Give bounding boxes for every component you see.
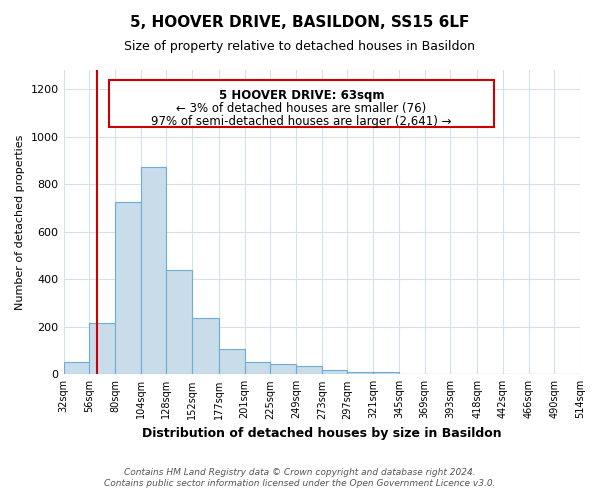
Bar	[166, 270, 192, 374]
Text: 5 HOOVER DRIVE: 63sqm: 5 HOOVER DRIVE: 63sqm	[218, 90, 384, 102]
Text: ← 3% of detached houses are smaller (76): ← 3% of detached houses are smaller (76)	[176, 102, 427, 115]
Bar	[219, 350, 245, 374]
Bar	[347, 372, 373, 374]
FancyBboxPatch shape	[109, 80, 494, 127]
Bar	[322, 370, 347, 374]
Bar	[115, 202, 140, 374]
Text: Contains HM Land Registry data © Crown copyright and database right 2024.
Contai: Contains HM Land Registry data © Crown c…	[104, 468, 496, 487]
Text: Size of property relative to detached houses in Basildon: Size of property relative to detached ho…	[125, 40, 476, 53]
Text: 5, HOOVER DRIVE, BASILDON, SS15 6LF: 5, HOOVER DRIVE, BASILDON, SS15 6LF	[130, 15, 470, 30]
Bar	[271, 364, 296, 374]
Text: 97% of semi-detached houses are larger (2,641) →: 97% of semi-detached houses are larger (…	[151, 114, 452, 128]
Bar	[245, 362, 271, 374]
Bar	[140, 168, 166, 374]
Y-axis label: Number of detached properties: Number of detached properties	[15, 134, 25, 310]
X-axis label: Distribution of detached houses by size in Basildon: Distribution of detached houses by size …	[142, 427, 502, 440]
Bar	[373, 372, 399, 374]
Bar	[89, 323, 115, 374]
Bar	[192, 318, 219, 374]
Bar	[296, 366, 322, 374]
Bar	[64, 362, 89, 374]
